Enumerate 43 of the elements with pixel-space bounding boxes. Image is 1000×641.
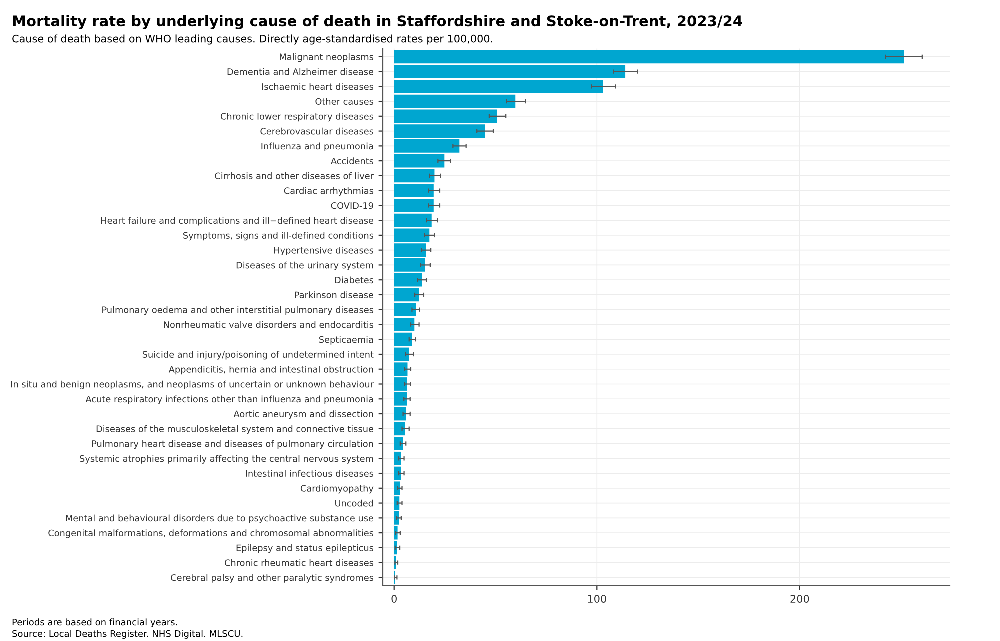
y-tick-label: Malignant neoplasms — [280, 54, 374, 62]
chart-title: Mortality rate by underlying cause of death in Staffordshire and Stoke-on-Trent, 2023/24 — [13, 15, 742, 30]
y-tick-label: Parkinson disease — [295, 292, 374, 298]
y-tick-label: Heart failure and complications and ill−defined heart disease — [101, 217, 374, 226]
y-tick-label: Systemic atrophies primarily affecting the central nervous system — [80, 455, 374, 464]
y-tick-label: Cardiomyopathy — [300, 485, 374, 494]
y-tick-label: Chronic rheumatic heart diseases — [225, 559, 374, 566]
x-tick-label: 100 — [588, 595, 606, 603]
y-tick-label: Cerebrovascular diseases — [260, 128, 374, 135]
y-tick-label: Accidents — [331, 158, 374, 165]
x-tick-label: 200 — [790, 595, 810, 603]
y-tick-label: Diseases of the urinary system — [236, 262, 374, 270]
y-tick-label: Pulmonary oedema and other interstitial pulmonary diseases — [102, 306, 374, 316]
y-tick-label: Acute respiratory infections other than influenza and pneumonia — [86, 396, 374, 404]
y-tick-label: Symptoms, signs and ill-defined conditions — [183, 232, 374, 241]
y-tick-label: Cerebral palsy and other paralytic syndromes — [171, 574, 374, 583]
y-tick-label: Epilepsy and status epilepticus — [236, 544, 374, 554]
y-tick-label: Cirrhosis and other diseases of liver — [215, 172, 374, 180]
y-tick-label: Pulmonary heart disease and diseases of pulmonary circulation — [92, 440, 374, 449]
y-tick-label: Aortic aneurysm and dissection — [234, 410, 374, 420]
y-tick-label: Diabetes — [335, 276, 374, 284]
y-tick-label: Intestinal infectious diseases — [246, 470, 374, 478]
y-tick-label: COVID-19 — [331, 202, 374, 210]
y-tick-label: Cardiac arrhythmias — [284, 187, 374, 196]
y-tick-label: Appendicitis, hernia and intestinal obstruction — [168, 366, 374, 375]
y-tick-label: Ischaemic heart diseases — [262, 83, 374, 90]
y-tick-label: Hypertensive diseases — [274, 246, 374, 256]
y-tick-label: Mental and behavioural disorders due to psychoactive substance use — [66, 514, 374, 524]
y-tick-label: Other causes — [316, 98, 374, 106]
y-tick-label: Suicide and injury/poisoning of undetermined intent — [142, 351, 374, 360]
y-tick-label: Uncoded — [336, 500, 374, 507]
source-note: Source: Local Deaths Register. NHS Digital. MLSCU. — [12, 630, 243, 639]
y-tick-label: Dementia and Alzheimer disease — [228, 68, 374, 76]
y-tick-label: Septicaemia — [319, 336, 374, 345]
y-tick-label: Chronic lower respiratory diseases — [220, 113, 374, 122]
y-tick-label: Congenital malformations, deformations and chromosomal abnormalities — [48, 530, 374, 538]
text: Cause of death based on WHO leading causes. Directly age-standardised rates per 100,000. — [12, 34, 493, 45]
y-tick-label: Nonrheumatic valve disorders and endocarditis — [164, 321, 374, 328]
x-tick-label: 0 — [392, 595, 397, 603]
text: Periods are based on financial years. — [12, 618, 178, 628]
y-tick-label: Influenza and pneumonia — [262, 142, 374, 152]
y-tick-label: Diseases of the musculoskeletal system and connective tissue — [96, 426, 374, 434]
y-tick-label: In situ and benign neoplasms, and neoplasms of uncertain or unknown behaviour — [11, 380, 374, 390]
